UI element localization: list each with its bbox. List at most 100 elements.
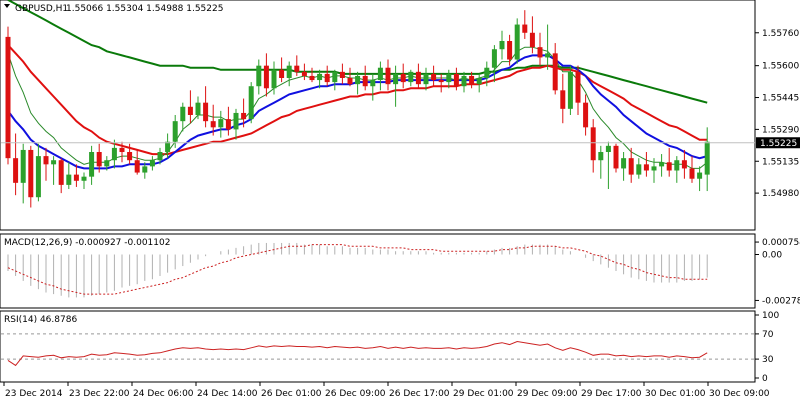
- candle-body: [241, 112, 247, 120]
- candle-body: [370, 80, 376, 87]
- x-tick-label: 30 Dec 09:00: [709, 389, 770, 399]
- candle-body: [393, 73, 399, 85]
- candle-body: [172, 121, 178, 142]
- price-panel: [0, 0, 756, 231]
- candle-body: [613, 145, 619, 169]
- price-tick-label: 1.55760: [762, 29, 799, 39]
- candle-body: [165, 141, 171, 152]
- candle-body: [28, 149, 34, 198]
- candle-body: [279, 69, 285, 78]
- menu-triangle-icon[interactable]: [4, 4, 10, 8]
- candle-body: [309, 75, 315, 81]
- candle-body: [149, 160, 155, 167]
- candle-body: [446, 73, 452, 83]
- candle-body: [180, 106, 186, 122]
- x-tick-label: 24 Dec 14:00: [197, 389, 258, 399]
- candle-body: [377, 67, 383, 81]
- x-tick-label: 29 Dec 09:00: [517, 389, 578, 399]
- symbol-label: GBPUSD,H1: [15, 4, 68, 14]
- macd-signal-line: [7, 244, 708, 295]
- candle-body: [431, 73, 437, 81]
- candle-body: [233, 112, 239, 130]
- candle-body: [271, 69, 277, 89]
- macd-tick-label: 0.000754: [762, 238, 800, 248]
- candle-body: [332, 71, 338, 83]
- rsi-tick-label: 100: [762, 311, 779, 321]
- rsi-tick-label: 0: [762, 374, 768, 384]
- macd-panel-marks: [7, 242, 708, 298]
- price-y-axis: 1.55760 1.55600 1.55445 1.55290 1.55135 1.549…: [755, 29, 799, 199]
- candle-body: [643, 164, 649, 171]
- rsi-y-axis: 100 70 30 0: [755, 311, 779, 384]
- rsi-tick-label: 70: [762, 330, 774, 340]
- candle-body: [659, 162, 665, 167]
- candle-body: [552, 53, 558, 91]
- candle-body: [142, 166, 148, 173]
- rsi-line: [7, 340, 708, 367]
- candle-body: [651, 166, 657, 171]
- candle-body: [218, 119, 224, 128]
- candle-body: [35, 156, 41, 198]
- price-tick-label: 1.55445: [762, 94, 799, 104]
- x-tick-label: 26 Dec 01:00: [261, 389, 322, 399]
- candle-body: [66, 174, 72, 185]
- candle-body: [256, 65, 262, 87]
- candle-body: [51, 160, 57, 165]
- x-tick-label: 29 Dec 01:00: [453, 389, 514, 399]
- candle-body: [522, 24, 528, 33]
- candle-body: [111, 147, 117, 161]
- macd-label: MACD(12,26,9) -0.000927 -0.001102: [4, 238, 170, 248]
- candle-body: [666, 162, 672, 171]
- candle-body: [491, 49, 497, 68]
- candle-body: [225, 119, 231, 130]
- current-price-label: 1.55225: [760, 139, 797, 149]
- candle-body: [347, 78, 353, 85]
- x-tick-label: 24 Dec 06:00: [133, 389, 194, 399]
- candle-body: [157, 152, 163, 161]
- candle-body: [408, 71, 414, 83]
- macd-panel: [0, 233, 756, 309]
- candle-body: [301, 71, 307, 76]
- candle-body: [362, 75, 368, 87]
- price-tick-label: 1.55290: [762, 125, 799, 135]
- candle-body: [203, 102, 209, 122]
- candle-body: [628, 158, 634, 175]
- rsi-label: RSI(14) 46.8786: [4, 315, 77, 325]
- ma-red-line: [7, 44, 708, 156]
- candle-body: [127, 152, 133, 161]
- candle-body: [385, 67, 391, 85]
- candle-body: [583, 102, 589, 128]
- x-tick-label: 23 Dec 22:00: [69, 389, 130, 399]
- x-tick-label: 29 Dec 17:00: [581, 389, 642, 399]
- candle-body: [210, 121, 216, 128]
- candle-body: [5, 36, 11, 159]
- macd-tick-label: 0.00: [762, 251, 782, 261]
- rsi-panel-marks: [1, 333, 755, 367]
- candle-body: [689, 168, 695, 179]
- candle-body: [605, 145, 611, 152]
- candle-body: [248, 86, 254, 120]
- x-tick-label: 30 Dec 01:00: [645, 389, 706, 399]
- price-panel-marks: [5, 0, 710, 208]
- candle-body: [400, 73, 406, 83]
- candle-body: [537, 47, 543, 58]
- candle-body: [704, 141, 710, 175]
- candle-body: [681, 160, 687, 169]
- ohlc-label: 1.55066 1.55304 1.54988 1.55225: [66, 4, 223, 14]
- candle-body: [58, 160, 64, 185]
- x-tick-label: 26 Dec 17:00: [389, 389, 450, 399]
- price-tick-label: 1.55135: [762, 157, 799, 167]
- candle-body: [73, 174, 79, 181]
- candle-body: [81, 176, 87, 181]
- candle-body: [567, 71, 573, 109]
- candle-body: [355, 75, 361, 85]
- candle-body: [461, 75, 467, 87]
- candle-body: [598, 152, 604, 161]
- candle-body: [263, 65, 269, 89]
- candle-body: [134, 160, 140, 173]
- candle-body: [104, 160, 110, 167]
- x-axis: 23 Dec 2014 23 Dec 22:00 24 Dec 06:00 24 De…: [3, 382, 770, 399]
- candle-body: [514, 24, 520, 60]
- macd-y-axis: 0.000754 0.00 -0.002784: [755, 238, 800, 306]
- candle-body: [507, 41, 513, 60]
